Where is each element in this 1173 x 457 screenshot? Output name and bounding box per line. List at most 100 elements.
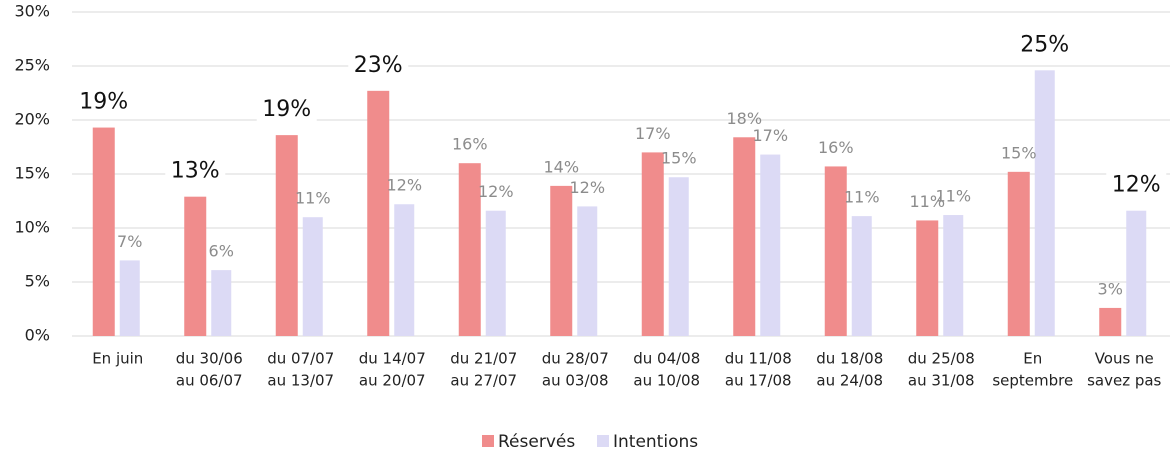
value-label-background — [1106, 170, 1167, 201]
value-label-group: 17% — [635, 124, 671, 143]
value-label-background — [73, 87, 134, 118]
legend-label: Intentions — [613, 432, 698, 452]
value-label-group: 11% — [909, 192, 945, 211]
value-label: 11% — [935, 187, 971, 206]
x-tick-label: au 10/08 — [633, 372, 700, 390]
bar — [916, 220, 939, 336]
value-label-group: 19% — [73, 87, 134, 118]
x-tick-label: au 03/08 — [542, 372, 609, 390]
x-tick-label: du 18/08 — [816, 350, 883, 368]
legend-label: Réservés — [498, 432, 575, 452]
value-label: 16% — [818, 138, 854, 157]
value-label: 18% — [726, 109, 762, 128]
x-tick-label: au 17/08 — [725, 372, 792, 390]
x-tick-label: Vous ne — [1095, 350, 1154, 368]
value-label: 14% — [543, 157, 579, 176]
x-tick-label: du 14/07 — [359, 350, 426, 368]
value-label-group: 13% — [165, 156, 226, 187]
value-label-group: 7% — [117, 232, 142, 251]
x-tick-label: du 21/07 — [450, 350, 517, 368]
x-tick-label: septembre — [992, 372, 1073, 390]
bar — [458, 163, 481, 336]
value-label-group: 12% — [569, 178, 605, 197]
value-label: 11% — [909, 192, 945, 211]
x-tick-label: au 27/07 — [450, 372, 517, 390]
x-tick-label: au 06/07 — [176, 372, 243, 390]
bar — [119, 260, 140, 336]
y-tick-label: 20% — [14, 110, 50, 129]
bar — [943, 215, 964, 336]
y-tick-label: 10% — [14, 218, 50, 237]
bar — [668, 177, 689, 336]
value-label: 15% — [661, 149, 697, 168]
x-tick-label: En — [1023, 350, 1042, 368]
value-label-group: 11% — [295, 189, 331, 208]
bar — [1126, 210, 1147, 336]
value-label: 12% — [569, 178, 605, 197]
value-label: 17% — [752, 126, 788, 145]
value-label-group: 12% — [1106, 170, 1167, 201]
value-label-group: 14% — [543, 157, 579, 176]
value-label-group: 6% — [209, 242, 234, 261]
value-label: 7% — [117, 232, 142, 251]
value-label: 16% — [452, 135, 488, 154]
x-tick-label: au 31/08 — [908, 372, 975, 390]
value-label-group: 17% — [752, 126, 788, 145]
y-tick-label: 30% — [14, 2, 50, 21]
x-tick-label: du 11/08 — [725, 350, 792, 368]
y-tick-label: 0% — [25, 326, 50, 345]
bar — [851, 216, 872, 336]
x-tick-label: savez pas — [1087, 372, 1161, 390]
bar — [760, 154, 781, 336]
value-label-group: 23% — [348, 50, 409, 81]
value-label-group: 19% — [256, 95, 317, 126]
value-label-group: 12% — [386, 176, 422, 195]
x-tick-label: du 25/08 — [908, 350, 975, 368]
x-tick-label: au 24/08 — [816, 372, 883, 390]
legend-swatch — [597, 435, 609, 447]
x-tick-label: du 04/08 — [633, 350, 700, 368]
value-label: 17% — [635, 124, 671, 143]
y-tick-label: 5% — [25, 272, 50, 291]
value-label: 12% — [1112, 173, 1161, 198]
value-label: 25% — [1020, 32, 1069, 57]
x-tick-label: du 30/06 — [176, 350, 243, 368]
bar — [92, 127, 115, 336]
bar — [394, 204, 415, 336]
value-label: 11% — [844, 188, 880, 207]
bar — [367, 90, 390, 336]
x-tick-label: En juin — [92, 350, 143, 368]
value-label: 19% — [79, 90, 128, 115]
value-label-group: 15% — [661, 149, 697, 168]
value-label: 23% — [354, 53, 403, 78]
bar — [485, 210, 506, 336]
x-tick-label: au 20/07 — [359, 372, 426, 390]
value-label: 12% — [478, 182, 514, 201]
x-tick-label: du 07/07 — [267, 350, 334, 368]
y-tick-label: 15% — [14, 164, 50, 183]
value-label: 13% — [171, 159, 220, 184]
value-label-background — [165, 156, 226, 187]
x-tick-label: du 28/07 — [542, 350, 609, 368]
bar — [550, 185, 573, 336]
x-tick-label: au 13/07 — [267, 372, 334, 390]
value-label: 6% — [209, 242, 234, 261]
value-label-group: 11% — [935, 187, 971, 206]
value-label-group: 11% — [844, 188, 880, 207]
value-label-group: 16% — [452, 135, 488, 154]
bar — [1099, 307, 1122, 336]
value-label: 19% — [262, 97, 311, 122]
value-label: 12% — [386, 176, 422, 195]
value-label: 11% — [295, 189, 331, 208]
bar — [184, 196, 207, 336]
value-label-background — [1014, 30, 1075, 61]
value-label: 15% — [1001, 143, 1037, 162]
bar — [577, 206, 598, 336]
value-label-group: 3% — [1098, 279, 1123, 298]
value-label-background — [256, 95, 317, 126]
bar — [1034, 70, 1055, 336]
value-label-group: 15% — [1001, 143, 1037, 162]
bar — [1007, 171, 1030, 336]
bar — [641, 152, 664, 336]
bar — [275, 135, 298, 336]
